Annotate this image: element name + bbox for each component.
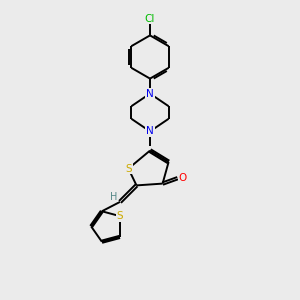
Text: Cl: Cl [145, 14, 155, 24]
Text: N: N [146, 88, 154, 99]
Text: S: S [125, 164, 132, 174]
Text: S: S [116, 211, 123, 221]
Text: H: H [110, 191, 117, 202]
Text: N: N [146, 126, 154, 136]
Text: O: O [178, 173, 187, 183]
